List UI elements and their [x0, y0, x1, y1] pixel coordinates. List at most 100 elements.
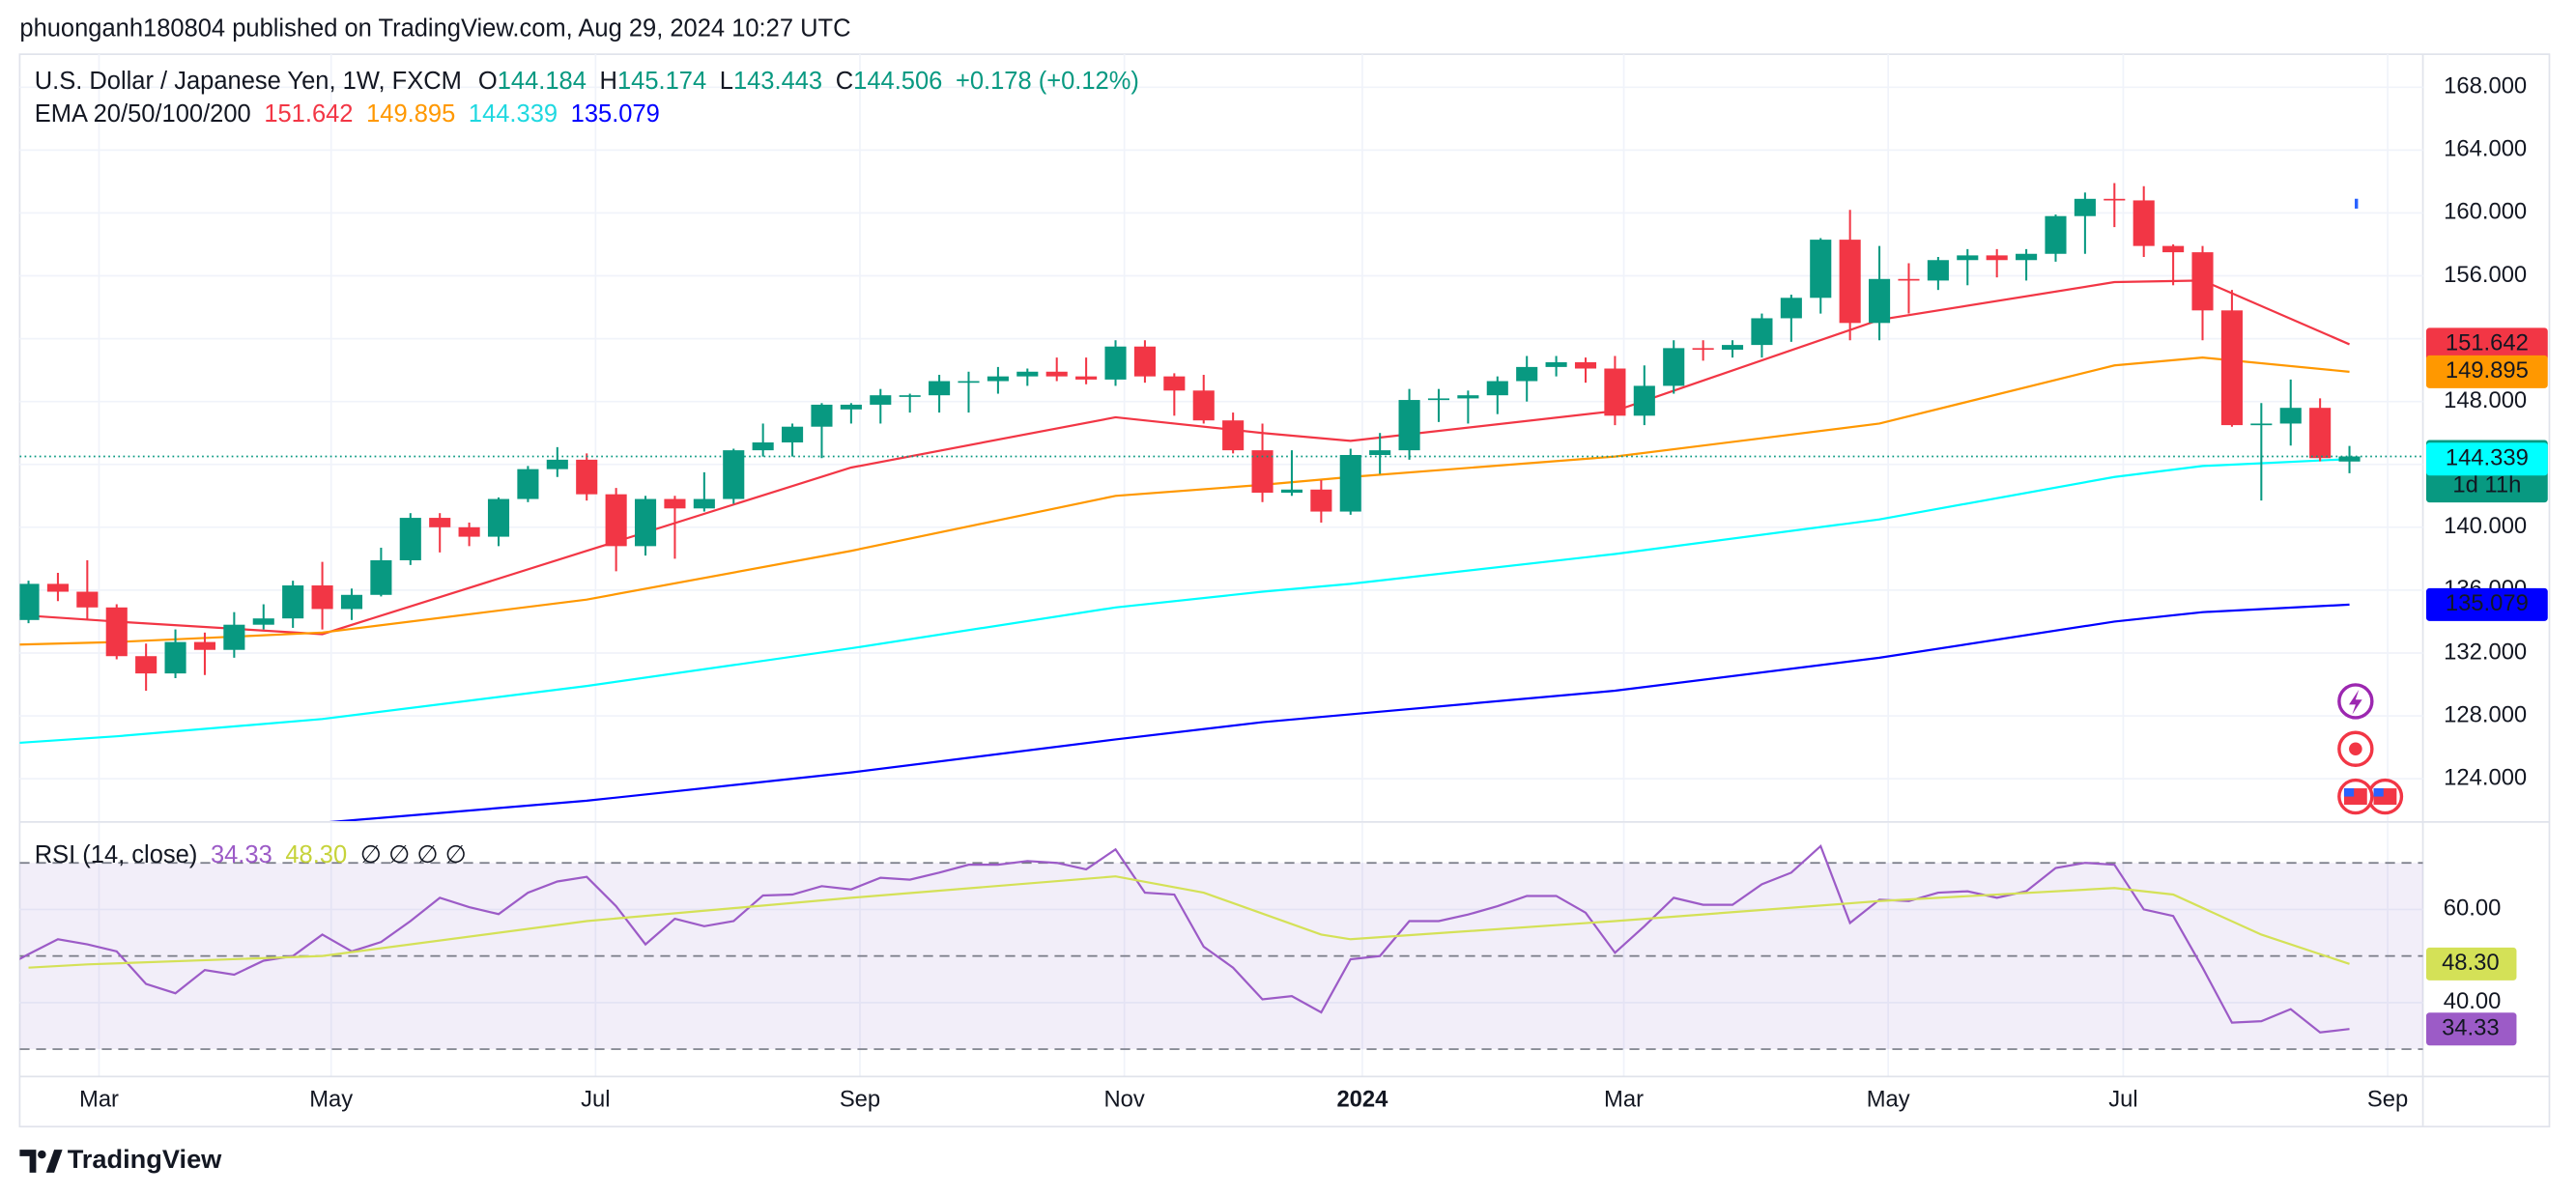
y-tick-label: 40.00 [2444, 988, 2502, 1014]
ema-tag [2425, 587, 2548, 621]
ema-line [328, 603, 2350, 822]
candle-body [76, 591, 99, 608]
candle-body [1545, 362, 1567, 367]
candle-body [811, 404, 833, 427]
candle-body [664, 498, 686, 509]
side-icons [2337, 198, 2404, 815]
candle-body [1163, 376, 1186, 391]
candle-body [987, 376, 1009, 382]
candle-body [1369, 450, 1391, 455]
ema-tag [2425, 442, 2548, 476]
symbol: U.S. Dollar / Japanese Yen, 1W, FXCM [35, 68, 462, 95]
candle-body [1780, 298, 1802, 319]
x-tick-label: Mar [79, 1086, 119, 1112]
candle-body [282, 585, 304, 619]
ema-value: 144.339 [469, 100, 558, 128]
ohlc-value: 143.443 [733, 68, 822, 95]
icon-record-dot [2349, 742, 2362, 756]
logo [45, 1150, 63, 1173]
logo [38, 1150, 46, 1159]
candle-body [752, 441, 774, 451]
candle-body [2191, 252, 2214, 311]
axes: 124.000128.000132.000136.000140.000144.0… [79, 73, 2548, 1112]
candle-body [105, 607, 128, 657]
candle-body [311, 585, 333, 610]
ohlc-key: L [720, 68, 733, 95]
ema-tag [2425, 355, 2548, 388]
x-tick-label: Jul [581, 1086, 610, 1112]
candle-body [458, 526, 480, 537]
candle-body [782, 426, 804, 442]
symbol-legend: U.S. Dollar / Japanese Yen, 1W, FXCM O144… [35, 68, 1139, 95]
candle-body [2309, 408, 2332, 459]
candle-body [164, 641, 186, 674]
candle-body [370, 559, 392, 595]
flag-canton [2343, 788, 2355, 797]
candle-body [840, 404, 862, 410]
icon-lightning-bolt [2349, 690, 2362, 715]
candle-body [2250, 423, 2273, 426]
x-tick-label: Mar [1604, 1086, 1644, 1112]
ema-tag-label: 135.079 [2446, 590, 2529, 616]
candle-body [1104, 346, 1127, 380]
candle-body [929, 381, 951, 396]
rsi-line [19, 843, 2350, 1034]
rsi-legend: RSI (14, close) 34.33 48.30 ∅ ∅ ∅ ∅ [35, 840, 467, 867]
candle-body [1927, 260, 1949, 281]
x-tick-label: May [309, 1086, 353, 1112]
x-tick-label: Sep [2367, 1086, 2408, 1112]
candle-body [1692, 348, 1714, 351]
candle-body [2162, 245, 2185, 253]
candle-body [1192, 390, 1215, 421]
ema-tag-label: 144.339 [2446, 445, 2529, 471]
candle-body [1427, 398, 1450, 401]
x-tick-label: Jul [2108, 1086, 2137, 1112]
candle-body [1133, 346, 1156, 377]
y-tick-label: 156.000 [2444, 262, 2527, 288]
indicator-name: EMA 20/50/100/200 [35, 100, 251, 128]
candle-body [1574, 362, 1597, 369]
candle-body [46, 583, 69, 592]
y-tick-label: 164.000 [2444, 136, 2527, 162]
candle-body [1280, 489, 1303, 494]
logo [19, 1150, 37, 1173]
candle-body [2016, 253, 2038, 261]
y-tick-label: 160.000 [2444, 199, 2527, 225]
ema-value: 151.642 [264, 100, 353, 128]
candle-body [1457, 395, 1479, 399]
candle-body [1398, 400, 1420, 451]
x-tick-label: Nov [1103, 1086, 1144, 1112]
ema-legend: EMA 20/50/100/200 151.642 149.895 144.339 13… [35, 100, 660, 128]
rsi-tag [2425, 1012, 2517, 1046]
ohlc-value: 144.506 [853, 68, 942, 95]
candle-body [223, 624, 245, 650]
candle-body [1045, 371, 1068, 377]
candle-body [2045, 215, 2067, 254]
y-tick-label: 132.000 [2444, 639, 2527, 665]
candle-body [2338, 456, 2361, 462]
y-tick-label: 168.000 [2444, 73, 2527, 100]
rsi-line [28, 875, 2350, 969]
candle-body [1016, 371, 1039, 377]
y-tick-label: 124.000 [2444, 764, 2527, 790]
legend: U.S. Dollar / Japanese Yen, 1W, FXCM O144… [35, 68, 1139, 868]
candle-body [193, 641, 216, 650]
candle-body [252, 618, 274, 625]
ohlc-value: 145.174 [617, 68, 706, 95]
hidden-values: ∅ ∅ ∅ ∅ [360, 840, 467, 867]
candle-body [1839, 240, 1861, 324]
candle-body [340, 594, 363, 610]
candle-body [634, 498, 657, 547]
rsi-tag-label: 48.30 [2442, 950, 2500, 976]
ema-value: 135.079 [571, 100, 660, 128]
candle-body [1751, 318, 1773, 346]
candle-body [1663, 348, 1685, 386]
x-tick-label: May [1867, 1086, 1910, 1112]
candle-body [2074, 198, 2096, 216]
x-tick-label: 2024 [1336, 1086, 1388, 1112]
y-tick-label: 60.00 [2444, 896, 2502, 922]
candle-body [517, 469, 539, 499]
x-tick-label: Sep [840, 1086, 880, 1112]
ohlc-value: 144.184 [498, 68, 587, 95]
candle-body [1222, 420, 1245, 451]
